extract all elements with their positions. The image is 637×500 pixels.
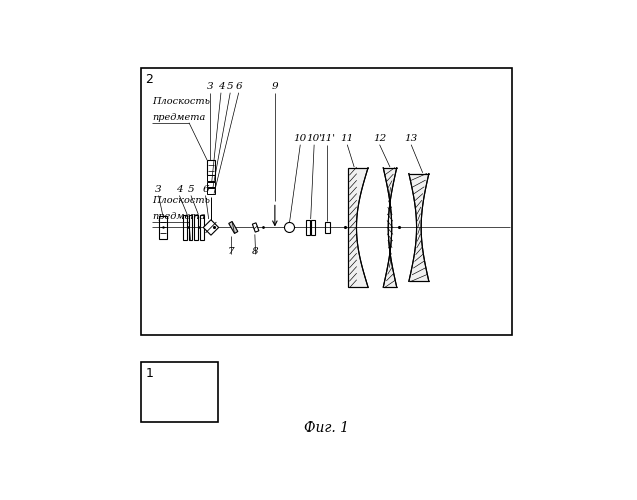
Text: 9: 9 xyxy=(271,82,278,91)
Text: 11': 11' xyxy=(319,134,335,143)
Bar xyxy=(207,160,215,175)
Polygon shape xyxy=(252,223,259,232)
Bar xyxy=(306,220,310,235)
Text: Фиг. 1: Фиг. 1 xyxy=(304,422,349,436)
Text: 3: 3 xyxy=(155,184,162,194)
Text: 10: 10 xyxy=(294,134,307,143)
Text: 11: 11 xyxy=(341,134,354,143)
Bar xyxy=(141,68,512,336)
Circle shape xyxy=(285,222,294,232)
Bar xyxy=(200,215,204,240)
Text: Плоскость: Плоскость xyxy=(152,97,210,106)
Bar xyxy=(183,215,187,240)
Bar xyxy=(207,188,215,194)
Text: предмета: предмета xyxy=(152,212,206,220)
Text: 6: 6 xyxy=(203,184,209,194)
Polygon shape xyxy=(229,222,238,234)
Text: 5: 5 xyxy=(227,82,234,91)
Text: Плоскость: Плоскость xyxy=(152,196,210,205)
Text: 4: 4 xyxy=(176,184,183,194)
Bar xyxy=(159,216,167,238)
Bar xyxy=(189,215,192,240)
Polygon shape xyxy=(348,168,368,287)
Text: 4: 4 xyxy=(218,82,224,91)
Text: 8: 8 xyxy=(252,248,259,256)
Bar xyxy=(207,176,215,181)
Bar xyxy=(325,222,329,234)
Text: 12: 12 xyxy=(373,134,386,143)
Text: 1: 1 xyxy=(145,367,154,380)
Text: 3: 3 xyxy=(207,82,213,91)
Bar xyxy=(207,182,215,188)
Bar xyxy=(141,362,218,422)
Text: 13: 13 xyxy=(404,134,418,143)
Text: 7: 7 xyxy=(227,248,234,256)
Text: 5: 5 xyxy=(188,184,194,194)
Polygon shape xyxy=(409,174,429,282)
Bar xyxy=(311,220,315,235)
Text: 10': 10' xyxy=(306,134,322,143)
Bar xyxy=(194,215,198,240)
Text: 2: 2 xyxy=(145,74,154,86)
Polygon shape xyxy=(383,168,397,287)
Text: 6: 6 xyxy=(235,82,242,91)
Polygon shape xyxy=(203,220,218,235)
Text: предмета: предмета xyxy=(152,112,206,122)
